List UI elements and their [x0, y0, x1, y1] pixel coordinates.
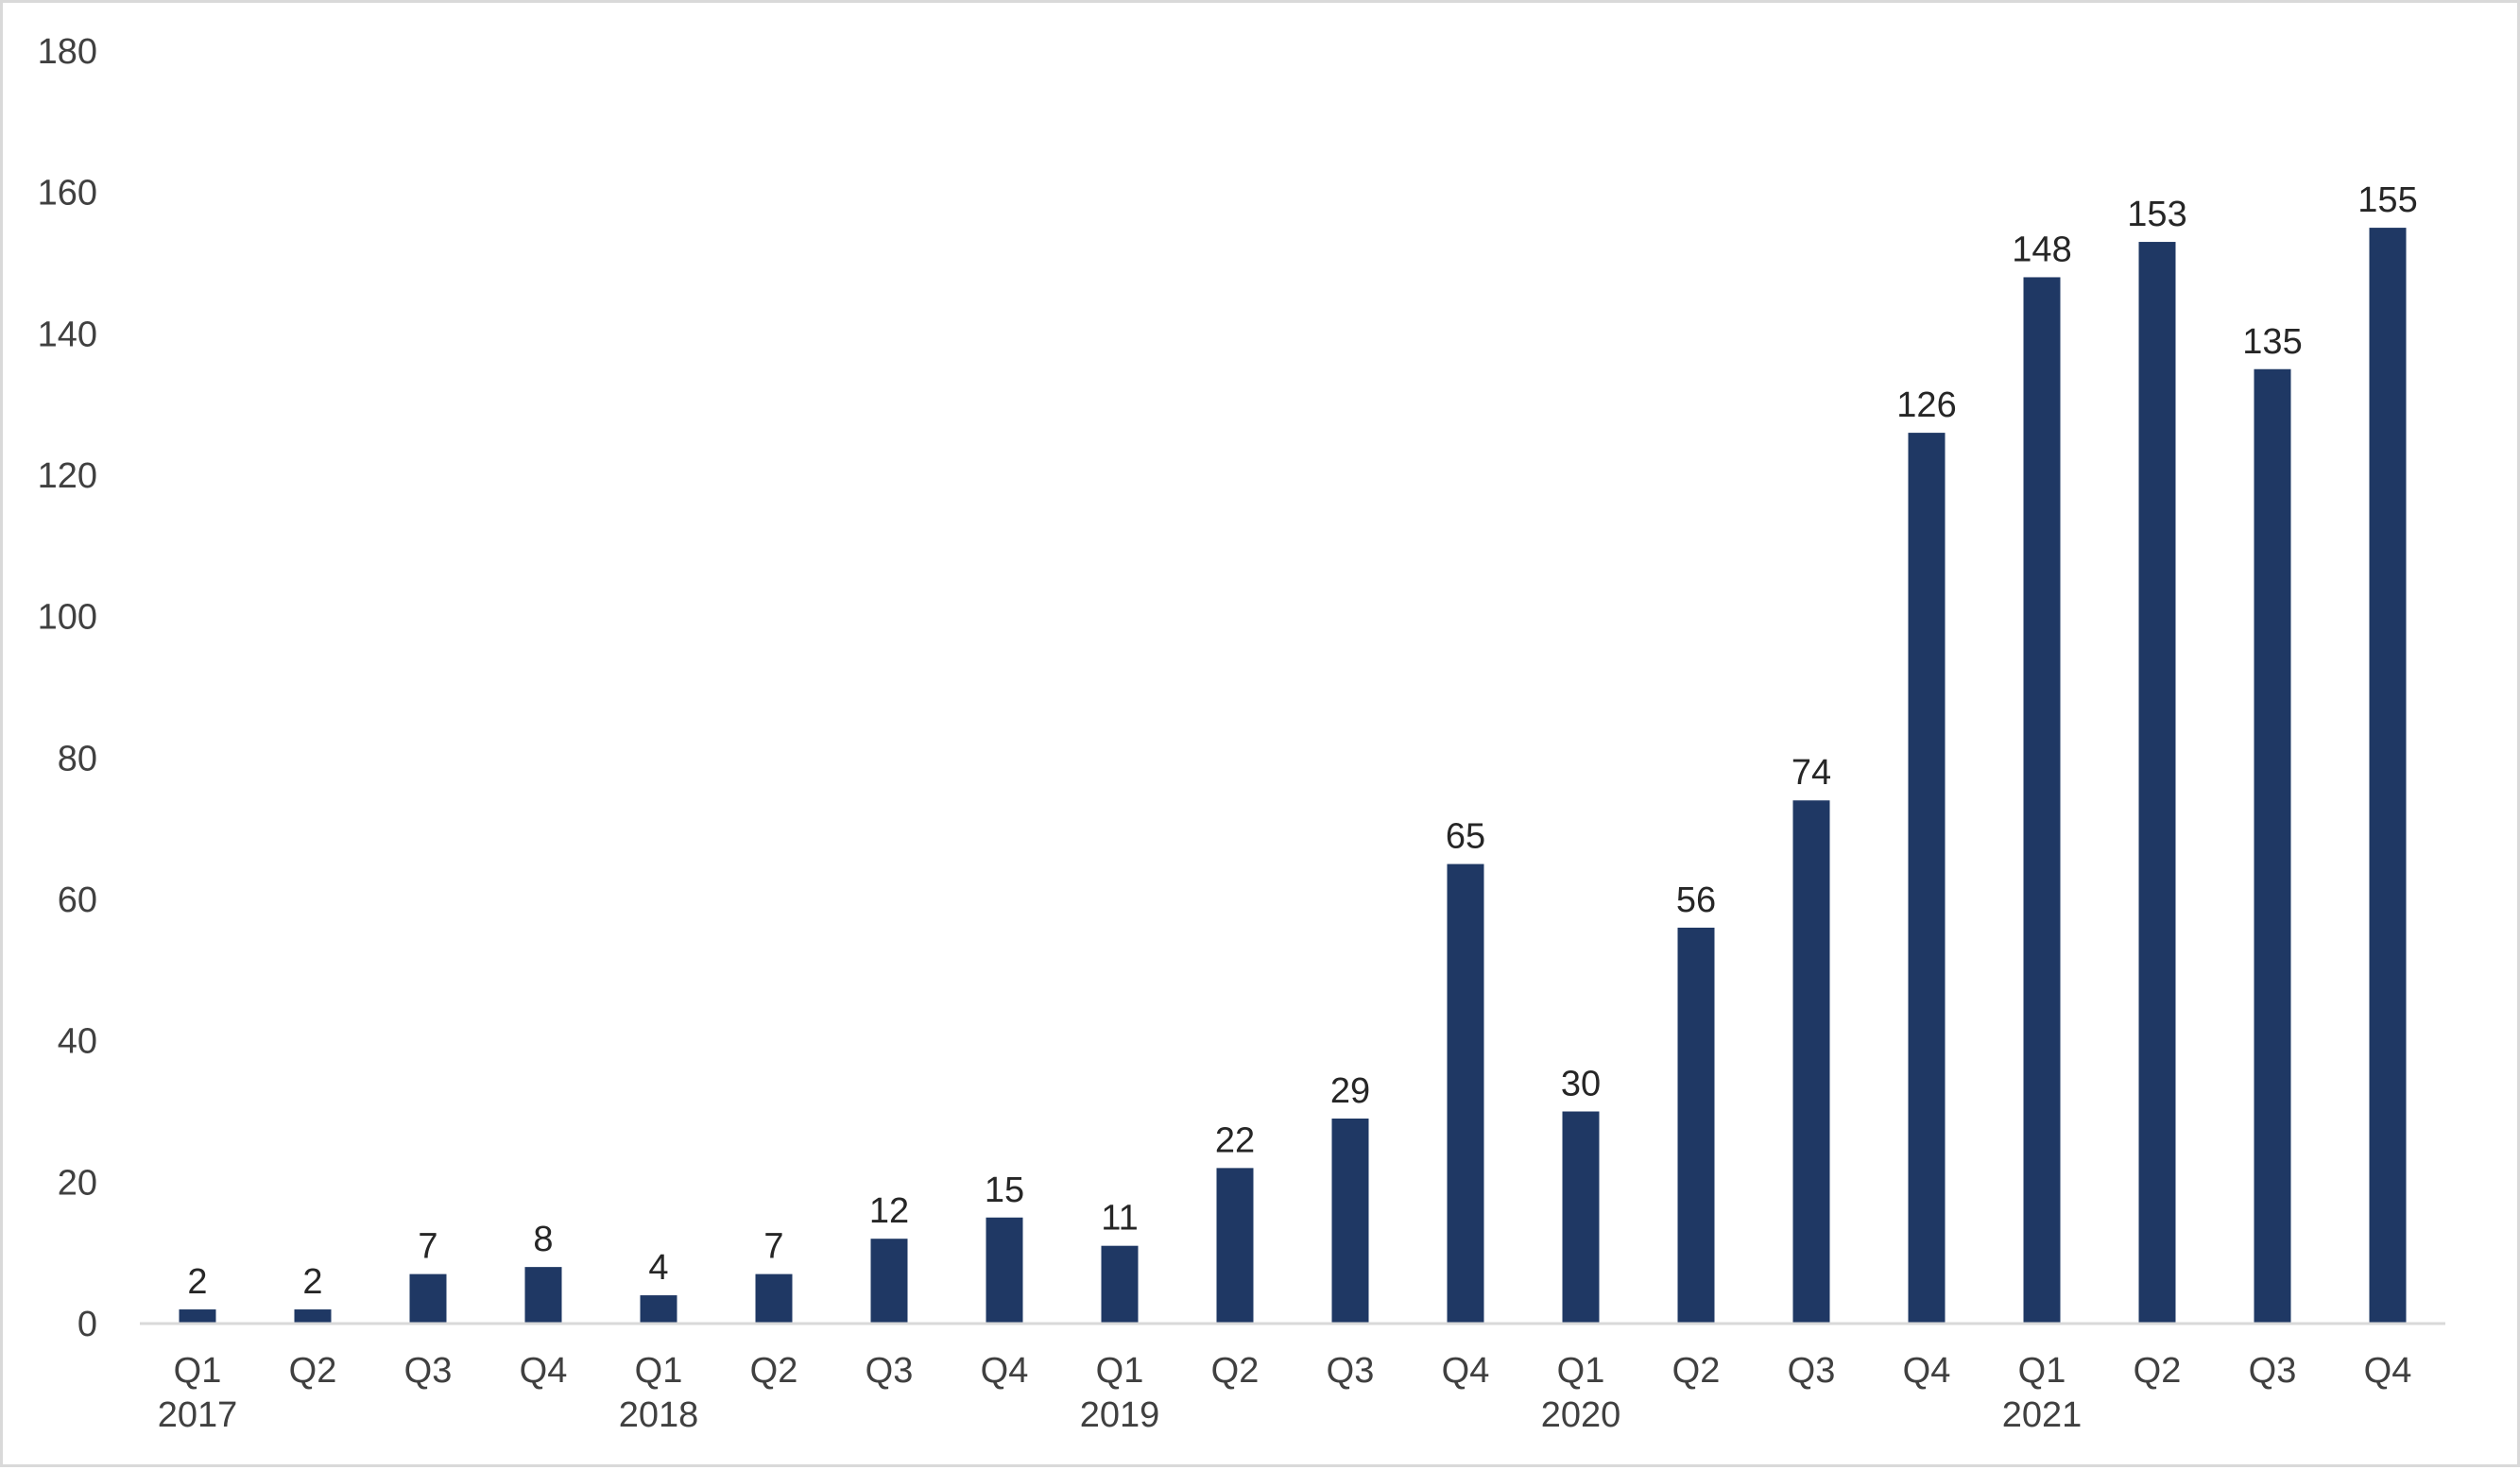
bars	[179, 228, 2407, 1325]
bar	[986, 1217, 1023, 1324]
x-tick-label: Q4	[1903, 1351, 1951, 1391]
bar	[1216, 1168, 1254, 1324]
bar-value-label: 155	[2357, 180, 2417, 220]
bar	[2138, 242, 2176, 1324]
bar-value-label: 153	[2127, 195, 2186, 234]
x-year-label: 2020	[1541, 1395, 1621, 1435]
x-tick-label: Q2	[2134, 1351, 2182, 1391]
bar	[409, 1273, 447, 1324]
y-tick-label: 60	[58, 880, 97, 920]
x-tick-label: Q2	[750, 1351, 798, 1391]
bar	[1677, 927, 1715, 1324]
x-axis-year-labels: 2017 2018 2019 2020 2021	[158, 1395, 2083, 1435]
bar-value-label: 22	[1215, 1120, 1255, 1160]
bar-value-label: 56	[1676, 880, 1716, 920]
x-tick-label: Q3	[1327, 1351, 1375, 1391]
x-tick-label: Q4	[981, 1351, 1029, 1391]
bar-value-label: 126	[1896, 385, 1956, 425]
x-axis-category-labels: Q1 Q2 Q3 Q4 Q1 Q2 Q3 Q4 Q1 Q2 Q3 Q4 Q1 Q2 Q3 Q4 Q1 Q2 Q3 Q4	[174, 1351, 2412, 1391]
bar-value-label: 29	[1330, 1071, 1370, 1111]
bar	[870, 1239, 908, 1324]
x-year-label: 2017	[158, 1395, 238, 1435]
x-tick-label: Q2	[289, 1351, 337, 1391]
bar-value-label: 30	[1561, 1065, 1601, 1104]
bar-value-label: 148	[2012, 230, 2071, 269]
x-year-label: 2021	[2002, 1395, 2083, 1435]
x-tick-label: Q3	[1788, 1351, 1836, 1391]
y-tick-label: 100	[38, 598, 97, 638]
bar-value-label: 2	[302, 1262, 322, 1302]
x-tick-label: Q1	[174, 1351, 222, 1391]
bar-value-label: 65	[1446, 817, 1485, 857]
x-tick-label: Q1	[2018, 1351, 2066, 1391]
bar	[294, 1309, 332, 1324]
y-tick-label: 180	[38, 32, 97, 72]
bar	[755, 1273, 793, 1324]
x-tick-label: Q4	[520, 1351, 568, 1391]
bar-value-label: 7	[763, 1227, 783, 1267]
bar	[2254, 368, 2291, 1324]
bar-value-label: 2	[187, 1262, 207, 1302]
bar	[1792, 800, 1830, 1324]
y-tick-label: 40	[58, 1022, 97, 1062]
y-tick-label: 140	[38, 315, 97, 354]
y-tick-label: 120	[38, 456, 97, 496]
x-tick-label: Q1	[1557, 1351, 1605, 1391]
x-tick-label: Q1	[635, 1351, 683, 1391]
bar	[1562, 1111, 1600, 1324]
bar	[1908, 433, 1946, 1325]
bar-value-label: 4	[648, 1248, 668, 1288]
bar-value-label: 15	[985, 1171, 1024, 1210]
x-tick-label: Q2	[1672, 1351, 1721, 1391]
bar-value-label: 7	[418, 1227, 437, 1267]
bar-value-label: 8	[533, 1220, 553, 1259]
bar	[640, 1295, 677, 1324]
bar-value-label: 12	[869, 1191, 909, 1231]
x-tick-label: Q2	[1211, 1351, 1260, 1391]
bar	[2369, 228, 2407, 1324]
x-tick-label: Q3	[404, 1351, 453, 1391]
bar-value-label: 135	[2242, 322, 2302, 362]
x-tick-label: Q3	[2249, 1351, 2297, 1391]
bar	[1447, 863, 1484, 1324]
bar	[1101, 1245, 1139, 1324]
y-axis-ticks: 0 20 40 60 80 100 120 140 160 180	[38, 32, 97, 1344]
x-tick-label: Q4	[2364, 1351, 2412, 1391]
bar	[524, 1267, 562, 1324]
y-tick-label: 0	[77, 1305, 97, 1344]
bar-value-label: 74	[1791, 753, 1831, 793]
y-tick-label: 160	[38, 174, 97, 214]
x-tick-label: Q1	[1096, 1351, 1144, 1391]
bar-value-label: 11	[1101, 1199, 1138, 1239]
bar	[1331, 1118, 1369, 1324]
x-year-label: 2018	[619, 1395, 699, 1435]
y-tick-label: 80	[58, 739, 97, 778]
y-tick-label: 20	[58, 1163, 97, 1203]
bar	[2023, 277, 2061, 1324]
x-year-label: 2019	[1080, 1395, 1160, 1435]
bar	[179, 1309, 216, 1324]
x-tick-label: Q4	[1442, 1351, 1490, 1391]
x-tick-label: Q3	[866, 1351, 914, 1391]
